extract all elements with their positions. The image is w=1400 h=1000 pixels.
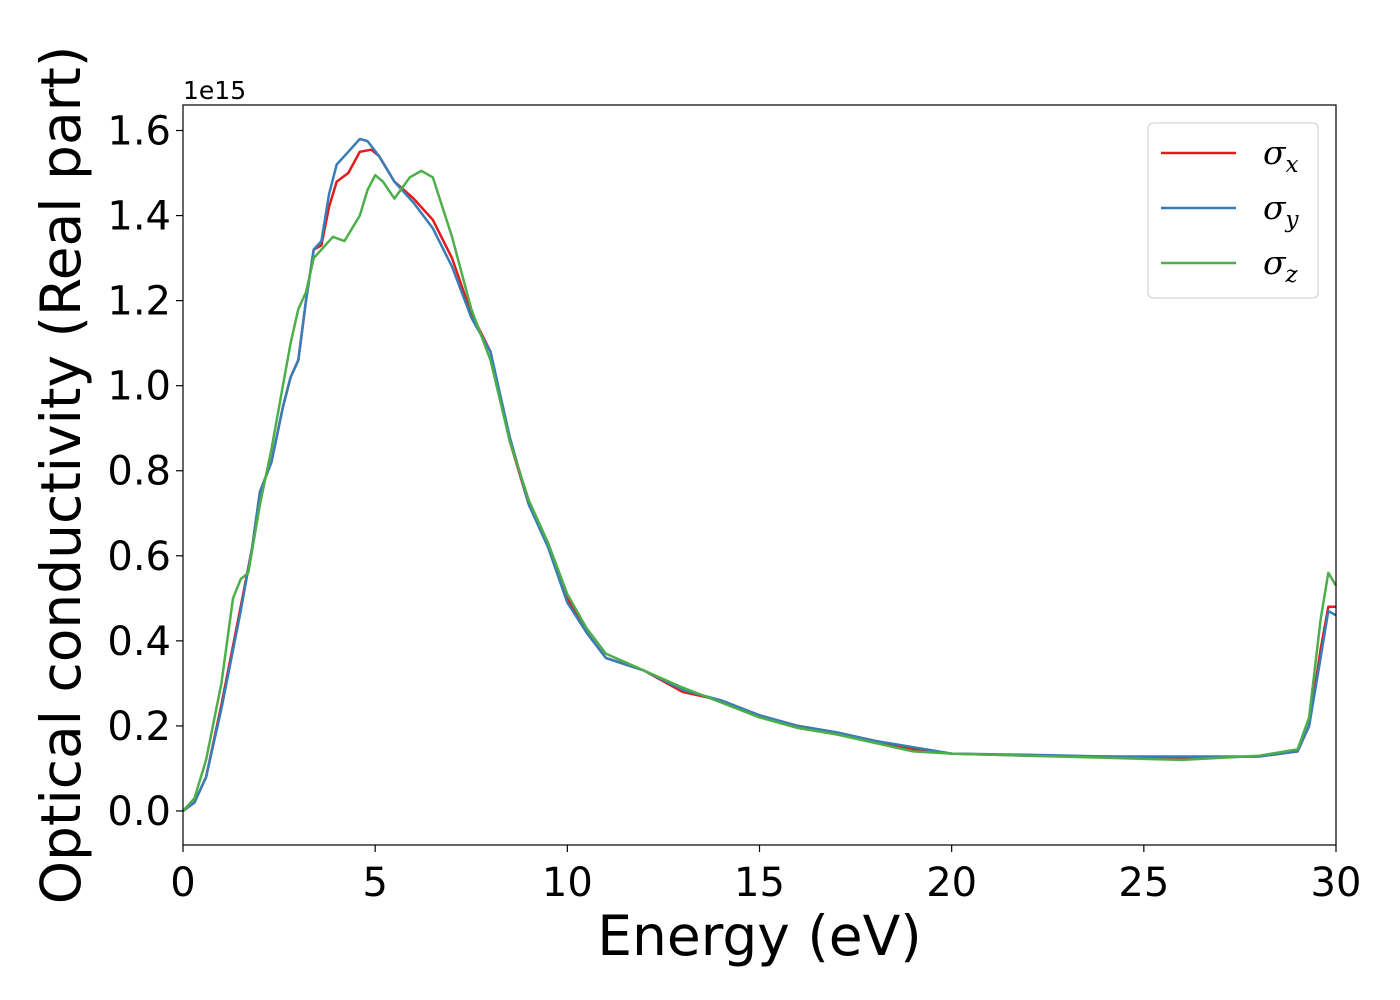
axes-ticks: 0 5 10 15 20 25 30 0.0 0.2 0.4 0.6 0.8 1.0 1.2 1.4 1.6: [107, 109, 1361, 906]
x-tick-label: 30: [1311, 860, 1362, 906]
y-tick-label: 1.4: [107, 194, 171, 240]
legend-label-z: σz: [1263, 243, 1299, 288]
y-tick-label: 1.2: [107, 279, 171, 325]
legend-box: [1147, 122, 1319, 299]
y-tick-label: 0.8: [107, 449, 171, 495]
x-axis-title: Energy (eV): [597, 904, 921, 968]
legend-label-y: σy: [1263, 188, 1300, 233]
x-tick-label: 5: [362, 860, 387, 906]
plot-area: [182, 137, 1338, 813]
y-tick-label: 0.2: [107, 704, 171, 750]
y-tick-label: 1.6: [107, 109, 171, 155]
x-tick-label: 25: [1118, 860, 1169, 906]
y-tick-label: 1.0: [107, 364, 171, 410]
y-offset-label: 1e15: [183, 76, 246, 105]
x-tick-label: 0: [170, 860, 195, 906]
legend: σx σy σz: [1147, 122, 1319, 299]
y-tick-label: 0.0: [107, 789, 171, 835]
y-axis-title: Optical conductivity (Real part): [29, 46, 93, 905]
y-tick-label: 0.4: [107, 619, 171, 665]
series-line-z: [182, 169, 1338, 812]
legend-label-x: σx: [1263, 133, 1299, 178]
y-tick-label: 0.6: [107, 534, 171, 580]
x-tick-label: 15: [734, 860, 785, 906]
x-tick-label: 20: [926, 860, 977, 906]
x-tick-label: 10: [542, 860, 593, 906]
